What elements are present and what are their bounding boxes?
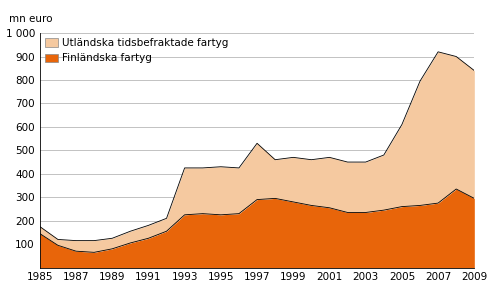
Text: mn euro: mn euro: [9, 14, 53, 24]
Legend: Utländska tidsbefraktade fartyg, Finländska fartyg: Utländska tidsbefraktade fartyg, Finländ…: [42, 35, 231, 67]
